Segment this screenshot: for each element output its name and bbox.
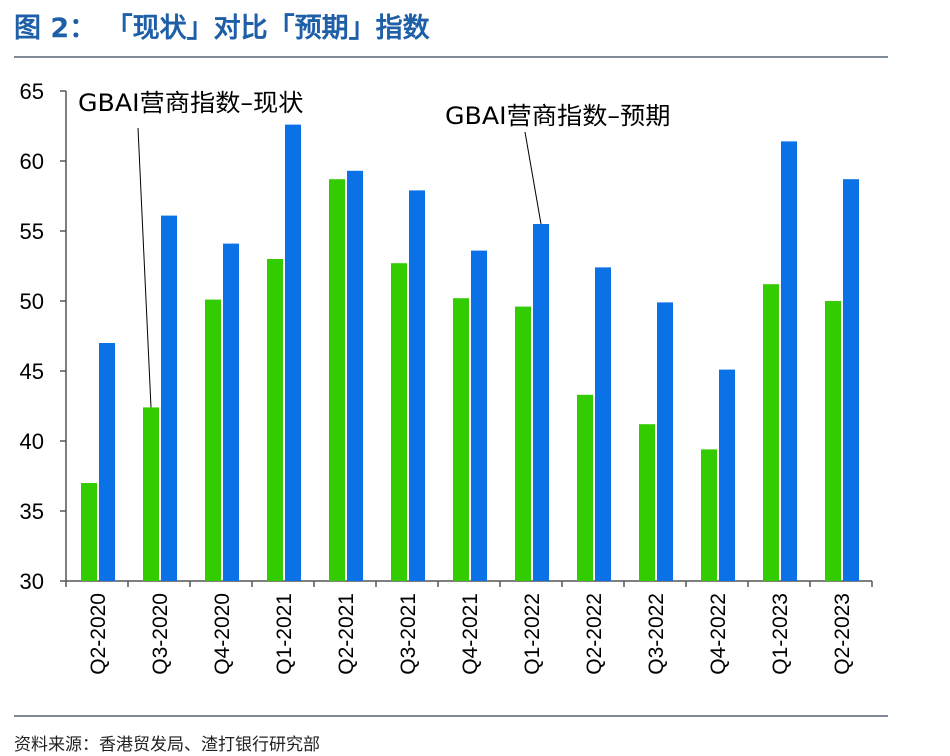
top-divider — [14, 56, 888, 58]
annotation-label: GBAI营商指数–现状 — [78, 89, 304, 117]
bar-expected — [843, 179, 859, 581]
annotation-leader-line — [524, 131, 542, 225]
bar-expected — [347, 170, 363, 582]
bar-expected — [719, 369, 735, 581]
bar-current — [329, 179, 345, 581]
bar-current — [81, 483, 97, 581]
bar-current — [577, 394, 593, 581]
bar-current — [825, 301, 841, 581]
y-tick-label: 60 — [20, 149, 44, 174]
bar-current — [143, 407, 159, 581]
annotation-label: GBAI营商指数–预期 — [445, 102, 671, 130]
bar-current — [453, 298, 469, 581]
y-tick-label: 35 — [20, 499, 44, 524]
bar-expected — [161, 215, 177, 581]
bar-current — [267, 259, 283, 581]
bar-current — [391, 263, 407, 581]
bar-current — [763, 284, 779, 581]
bar-expected — [657, 302, 673, 581]
y-tick-label: 45 — [20, 359, 44, 384]
bar-expected — [595, 267, 611, 581]
x-tick-label: Q1-2022 — [521, 593, 544, 675]
bar-expected — [409, 190, 425, 581]
bar-chart: 30 35 40 45 50 55 60 65 Q2-2020 Q3-2020 Q4-2020 Q1-… — [20, 79, 873, 675]
bar-expected — [99, 343, 115, 581]
bar-expected — [223, 243, 239, 581]
x-tick-label: Q2-2022 — [583, 593, 606, 675]
x-tick-label: Q4-2020 — [211, 593, 234, 675]
y-tick-label: 50 — [20, 289, 44, 314]
x-tick-label: Q3-2020 — [149, 593, 172, 675]
bar-expected — [533, 224, 549, 581]
figure-title: 图 2： 「现状」对比「预期」指数 — [14, 13, 430, 44]
bar-current — [515, 306, 531, 581]
x-tick-label: Q3-2021 — [397, 593, 420, 675]
x-tick-label: Q3-2022 — [645, 593, 668, 675]
x-tick-label: Q4-2021 — [459, 593, 482, 675]
bar-expected — [285, 124, 301, 581]
x-tick-label: Q1-2021 — [273, 593, 296, 675]
x-tick-label: Q4-2022 — [707, 593, 730, 675]
annotation-leader-line — [137, 127, 152, 408]
y-tick-label: 40 — [20, 429, 44, 454]
y-tick-label: 65 — [20, 79, 44, 104]
x-tick-label: Q2-2020 — [87, 593, 110, 675]
x-tick-label: Q2-2021 — [335, 593, 358, 675]
bar-expected — [471, 250, 487, 581]
x-tick-label: Q1-2023 — [769, 593, 792, 675]
y-tick-label: 30 — [20, 569, 44, 594]
bottom-divider — [14, 715, 888, 717]
bar-current — [205, 299, 221, 581]
bar-expected — [781, 141, 797, 581]
x-tick-label: Q2-2023 — [831, 593, 854, 675]
source-note: 资料来源：香港贸发局、渣打银行研究部 — [14, 735, 320, 755]
bar-current — [639, 424, 655, 581]
bar-current — [701, 449, 717, 581]
y-tick-label: 55 — [20, 219, 44, 244]
